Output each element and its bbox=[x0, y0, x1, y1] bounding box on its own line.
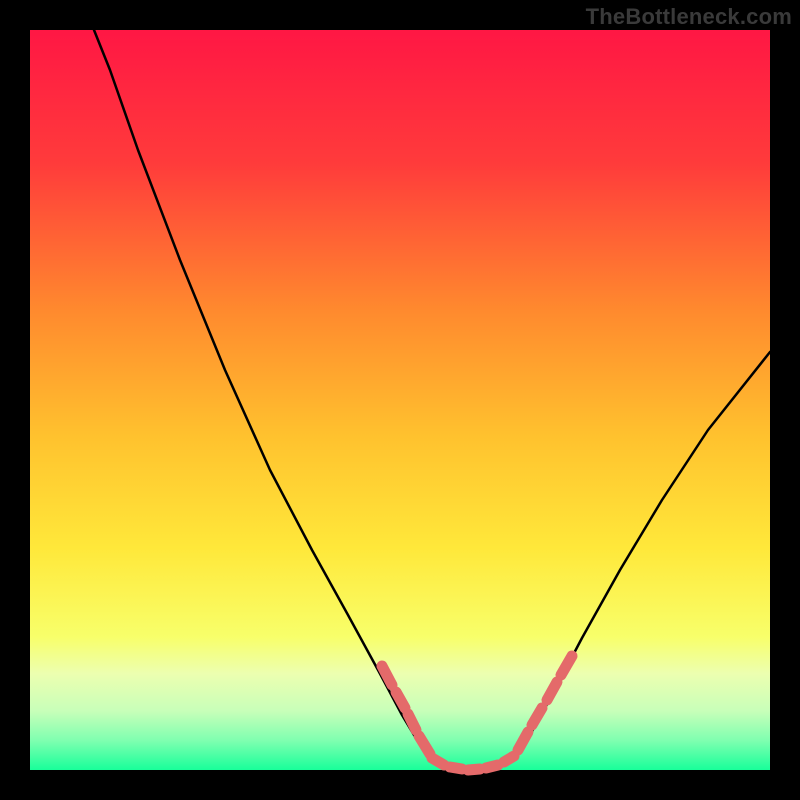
watermark-text: TheBottleneck.com bbox=[586, 4, 792, 30]
plot-area bbox=[30, 30, 770, 770]
dash-segment bbox=[396, 692, 405, 708]
plot-background bbox=[30, 30, 770, 770]
dash-segment bbox=[432, 758, 444, 765]
dash-segment bbox=[468, 769, 480, 770]
dash-segment bbox=[504, 756, 514, 762]
chart-svg bbox=[0, 0, 800, 800]
dash-segment bbox=[486, 765, 498, 768]
dash-segment bbox=[450, 767, 462, 769]
dash-segment bbox=[408, 714, 416, 730]
chart-stage: TheBottleneck.com bbox=[0, 0, 800, 800]
